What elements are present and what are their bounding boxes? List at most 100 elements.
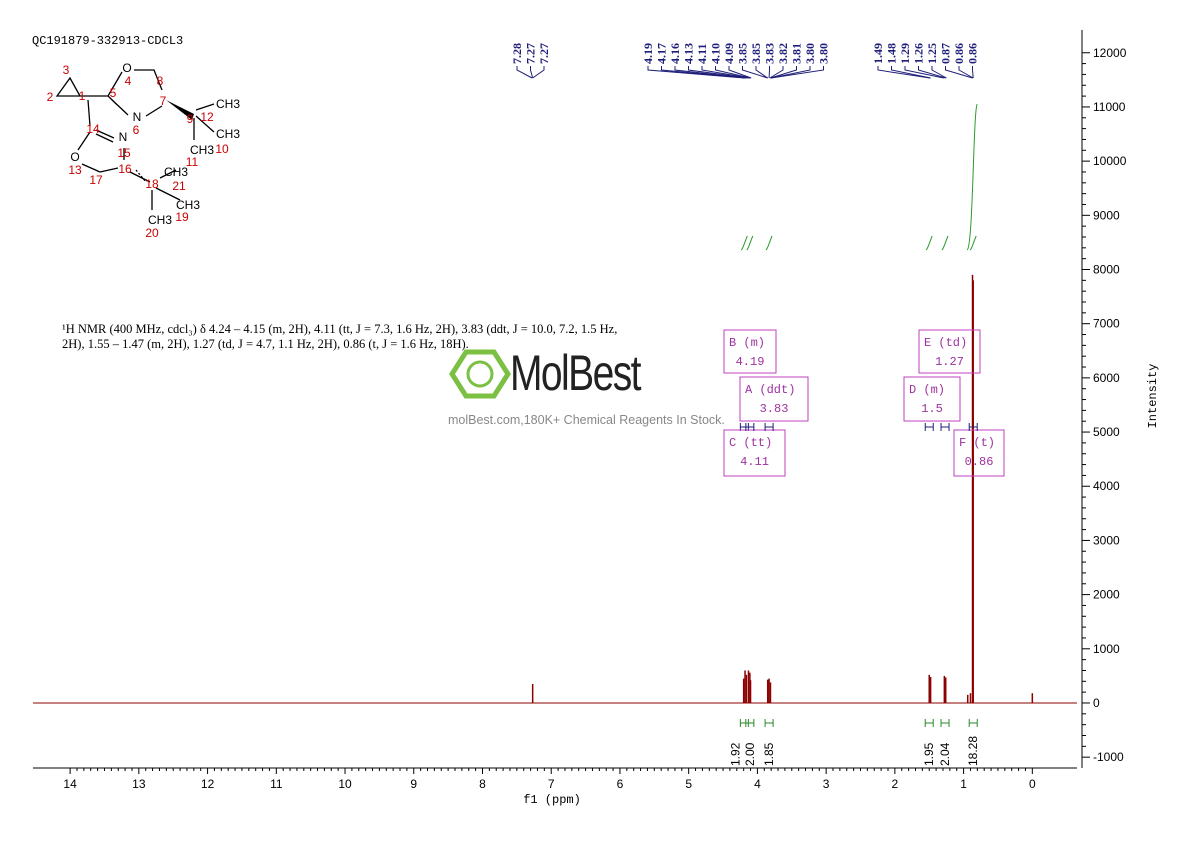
peak-label-line (769, 66, 784, 79)
peak-label-line (742, 66, 768, 79)
atom-label: CH3 (216, 97, 240, 111)
peak-label-line (755, 66, 768, 79)
integral-value: 2.04 (938, 742, 952, 766)
x-tick-label: 4 (754, 777, 761, 791)
peak-label: 3.82 (776, 43, 790, 64)
peak-label-line (770, 66, 797, 79)
peak-label-line (661, 66, 746, 79)
multiplet-shift: 1.5 (921, 402, 943, 416)
atom-label: 4 (125, 74, 132, 88)
integral-value: 1.95 (922, 742, 936, 766)
atom-label: CH3 (216, 127, 240, 141)
peak-label-line (877, 66, 930, 79)
peak-label: 3.85 (736, 43, 750, 64)
atom-label: 21 (172, 179, 186, 193)
atom-label: CH3 (164, 165, 188, 179)
multiplet-box (723, 429, 786, 477)
x-tick-label: 13 (132, 777, 146, 791)
multiplet-label: A (ddt) (745, 383, 795, 397)
integral-value: 1.85 (762, 742, 776, 766)
peak-label-line (674, 66, 747, 79)
x-tick-label: 2 (892, 777, 899, 791)
multiplet-marker (968, 423, 978, 431)
peak-label-line (530, 66, 534, 79)
peak-label: 4.19 (641, 43, 655, 64)
atom-label: 9 (187, 112, 194, 126)
integral-curve (740, 235, 748, 251)
peak-label-line (715, 66, 751, 79)
integral-value: 2.00 (743, 742, 757, 766)
multiplet-shift: 4.11 (740, 455, 769, 469)
multiplet-box (903, 376, 961, 422)
y-tick-label: 1000 (1093, 642, 1120, 656)
y-tick-label: 5000 (1093, 425, 1120, 439)
atom-label: 3 (63, 63, 70, 77)
integral-curve (746, 235, 754, 251)
peak-label-line (931, 66, 947, 79)
chart-title: QC191879-332913-CDCL3 (32, 34, 183, 48)
atom-label: CH3 (176, 198, 200, 212)
multiplet-marker (764, 423, 774, 431)
peak-label: 4.16 (668, 43, 682, 64)
peak-label: 3.80 (817, 43, 831, 64)
peak-label: 7.27 (537, 43, 551, 64)
atom-label: O (70, 150, 79, 164)
multiplet-label: B (m) (729, 336, 765, 350)
peak-label-line (945, 66, 973, 79)
atom-label: 6 (133, 123, 140, 137)
peak-label: 3.83 (763, 43, 777, 64)
peak-label: 4.17 (655, 43, 669, 64)
peak-label: 3.85 (749, 43, 763, 64)
peak-label-line (972, 66, 974, 79)
peak-label: 1.25 (925, 43, 939, 64)
multiplet-box (953, 429, 1005, 477)
peak-label: 7.27 (524, 43, 538, 64)
x-tick-label: 8 (479, 777, 486, 791)
multiplet-label: F (t) (959, 436, 995, 450)
y-tick-label: 4000 (1093, 479, 1120, 493)
peak-label: 1.48 (885, 43, 899, 64)
integral-value: 18.28 (966, 736, 980, 766)
peak-label-line (647, 66, 745, 79)
integral-bracket (764, 719, 774, 727)
atom-label: 7 (160, 94, 167, 108)
x-tick-label: 6 (617, 777, 624, 791)
peak-label: 1.29 (898, 43, 912, 64)
integral-bracket (924, 719, 934, 727)
nmr-description: ¹H NMR (400 MHz, cdcl₃) δ 4.24 – 4.15 (m… (62, 322, 618, 351)
atom-label: O (122, 61, 131, 75)
peak-label-line (958, 66, 974, 79)
atom-label: 20 (145, 226, 159, 240)
atom-label: 17 (89, 173, 103, 187)
peak-label-line (688, 66, 749, 79)
atom-label: 8 (157, 74, 164, 88)
x-tick-label: 3 (823, 777, 830, 791)
peak-label: 1.26 (912, 43, 926, 64)
atom-label: 10 (215, 142, 229, 156)
y-tick-label: 6000 (1093, 371, 1120, 385)
watermark: MolBest (510, 345, 642, 401)
peak-label-line (771, 66, 824, 79)
integral-curve-main (966, 103, 978, 251)
atom-label: N (119, 130, 128, 144)
atom-label: 14 (86, 122, 100, 136)
atom-label: N (133, 110, 142, 124)
peak-label: 4.11 (695, 44, 709, 64)
multiplet-shift: 4.19 (736, 355, 765, 369)
integral-curve (765, 235, 773, 251)
multiplet-box (739, 376, 809, 422)
y-tick-label: 7000 (1093, 317, 1120, 331)
atom-label: 13 (68, 163, 82, 177)
x-tick-label: 0 (1029, 777, 1036, 791)
peak-label-line (891, 66, 931, 79)
multiplet-shift: 1.27 (935, 355, 964, 369)
y-tick-label: 8000 (1093, 262, 1120, 276)
peak-label: 3.80 (803, 43, 817, 64)
atom-label: 15 (117, 146, 131, 160)
x-tick-label: 11 (270, 777, 283, 791)
x-tick-label: 7 (548, 777, 555, 791)
x-tick-label: 10 (338, 777, 352, 791)
x-tick-label: 12 (201, 777, 215, 791)
x-tick-label: 5 (685, 777, 692, 791)
